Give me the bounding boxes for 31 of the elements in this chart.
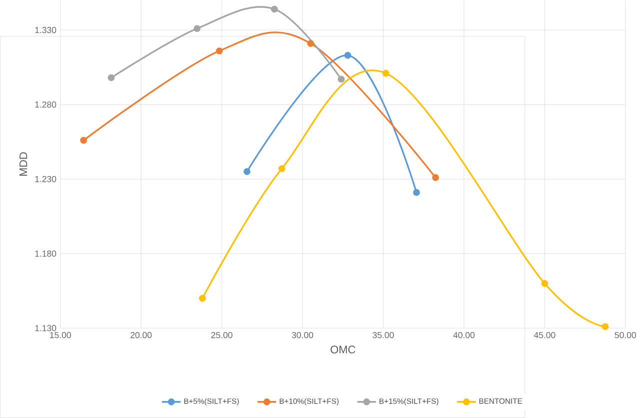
y-tick-label: 1.230 xyxy=(35,176,56,182)
point xyxy=(80,136,88,144)
x-tick-label: 25.00 xyxy=(211,332,232,338)
x-tick-label: 30.00 xyxy=(292,332,314,338)
x-tick-label: 45.00 xyxy=(534,332,556,338)
x-tick-label: 20.00 xyxy=(130,332,152,338)
x-axis-title: OMC xyxy=(330,346,356,354)
y-tick-label: 1.130 xyxy=(35,325,56,332)
x-tick-label: 15.00 xyxy=(50,332,71,338)
point xyxy=(541,280,548,287)
point xyxy=(432,174,439,182)
y-tick-label: 1.180 xyxy=(35,250,56,257)
point xyxy=(413,189,420,196)
point xyxy=(216,47,223,54)
y-tick-label: 1.330 xyxy=(35,26,56,34)
point xyxy=(194,25,201,32)
x-tick-label: 50.00 xyxy=(614,332,636,338)
point xyxy=(602,323,609,330)
point xyxy=(198,294,206,302)
point xyxy=(270,6,278,13)
point xyxy=(382,70,390,77)
point xyxy=(108,74,115,82)
x-tick-label: 40.00 xyxy=(453,332,475,338)
y-axis-title: MDD xyxy=(20,152,28,176)
point xyxy=(244,168,250,176)
point xyxy=(307,40,314,47)
x-tick-label: 35.00 xyxy=(372,332,394,338)
point xyxy=(344,52,352,59)
y-tick-label: 1.280 xyxy=(35,101,56,108)
point xyxy=(338,76,345,83)
point xyxy=(278,165,286,172)
